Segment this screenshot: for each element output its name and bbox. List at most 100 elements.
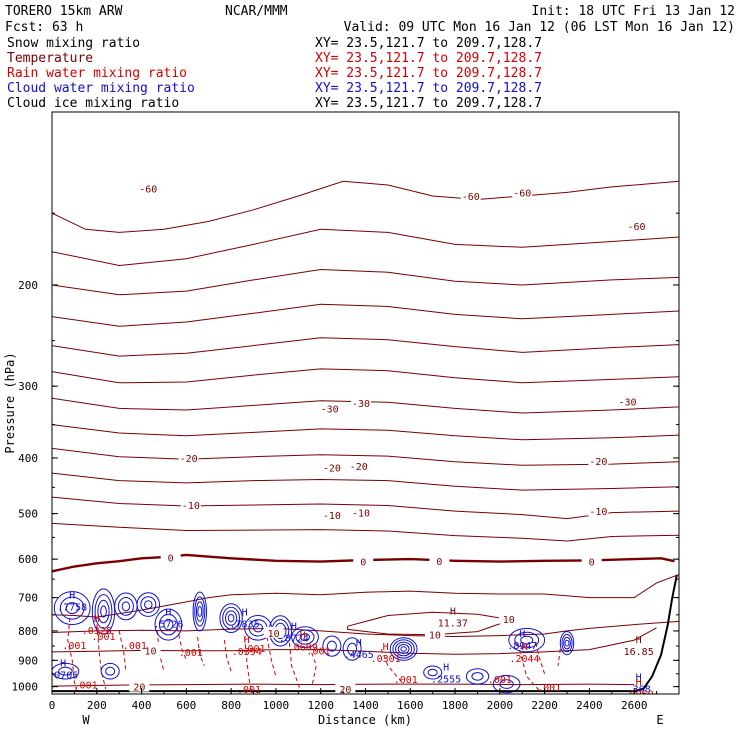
x-tick-label-4: 800 [221, 699, 241, 712]
xs-line-cloud-water: XY= 23.5,121.7 to 209.7,128.7 [315, 81, 542, 96]
cloud-water-contour-1-2 [97, 599, 110, 624]
extremum-value-15: .0394 [232, 647, 262, 658]
cloud-water-contour-1-0 [91, 588, 116, 635]
cloud-water-contour-16-2 [520, 635, 534, 645]
east-label: E [656, 713, 663, 727]
rain-contour-1 [96, 624, 107, 690]
extremum-marker-16: H [94, 614, 100, 625]
isotherm-7 [52, 424, 679, 441]
isotherm-11 [52, 522, 679, 542]
extremum-marker-1: H [636, 635, 642, 646]
isotherm-label-bg-24 [335, 683, 356, 694]
cloud-water-contour-12-4 [400, 646, 407, 652]
isotherm-label-5: -30 [352, 399, 370, 410]
extremum-value-16: .0326 [82, 626, 112, 637]
isotherm-label-1: -60 [462, 192, 480, 203]
isotherm-2 [52, 268, 679, 296]
isotherm-10 [52, 496, 679, 520]
rain-label-10: .001 [488, 675, 512, 686]
extremum-value-8: .2555 [431, 674, 461, 685]
isotherm-label-24: 20 [339, 685, 351, 696]
isotherm-label-bg-14 [588, 505, 609, 517]
terrain-line [52, 575, 678, 693]
isotherm-17 [347, 611, 512, 636]
cloud-water-contour-0-2 [65, 602, 79, 615]
cloud-water-contour-3-1 [140, 596, 157, 613]
y-tick-label-3: 500 [18, 508, 38, 521]
cloud-water-contour-12-1 [392, 639, 415, 659]
isotherm-label-bg-1 [460, 189, 481, 201]
isotherm-label-18: 0 [589, 558, 595, 569]
isotherm-label-bg-12 [321, 509, 342, 521]
isotherm-label-bg-8 [348, 459, 369, 471]
cloud-water-contour-14-1 [471, 672, 484, 681]
x-tick-label-5: 1000 [263, 699, 290, 712]
cloud-water-contour-14-0 [465, 668, 490, 685]
extremum-value-7: .8947 [507, 641, 537, 652]
y-tick-label-2: 400 [18, 452, 38, 465]
isotherm-label-bg-21 [498, 612, 519, 624]
xs-line-rain: XY= 23.5,121.7 to 209.7,128.7 [315, 66, 542, 81]
y-tick-label-0: 200 [18, 279, 38, 292]
y-tick-label-8: 1000 [12, 681, 39, 694]
y-axis-label: Pressure (hPa) [3, 352, 17, 453]
extremum-marker-14: H [300, 631, 306, 642]
isotherm-label-bg-11 [180, 499, 201, 511]
cloud-water-contour-19-0 [100, 662, 120, 680]
isotherm-0 [52, 180, 679, 233]
isotherm-14 [52, 620, 679, 638]
x-tick-label-12: 2400 [576, 699, 603, 712]
rain-label-7: .001 [537, 683, 561, 694]
cloud-water-contour-16-0 [508, 627, 546, 653]
extremum-value-13: .0301 [371, 654, 401, 665]
x-tick-label-11: 2200 [531, 699, 558, 712]
isotherm-label-21: 10 [503, 615, 515, 626]
cloud-water-contour-0-1 [59, 596, 85, 620]
cloud-water-contour-12-3 [397, 644, 410, 654]
extremum-value-11: .0059 [624, 690, 654, 701]
cloud-water-contour-18-1 [58, 666, 73, 676]
x-tick-label-8: 1600 [397, 699, 424, 712]
xs-line-temperature: XY= 23.5,121.7 to 209.7,128.7 [315, 51, 542, 66]
cloud-water-contour-4-2 [163, 618, 174, 631]
cloud-water-contour-1-1 [94, 594, 113, 629]
cloud-water-contour-3-2 [144, 600, 153, 609]
isotherm-label-9: -20 [589, 457, 607, 468]
legend-snow: Snow mixing ratio [7, 36, 140, 51]
isotherm-label-17: 0 [436, 557, 442, 568]
x-tick-label-3: 600 [176, 699, 196, 712]
isotherm-label-10: -20 [180, 454, 198, 465]
isotherm-label-14: -10 [589, 507, 607, 518]
isotherm-9 [52, 472, 679, 491]
isotherm-label-8: -20 [350, 462, 368, 473]
cloud-water-contour-15-0 [492, 674, 521, 694]
isotherm-1 [52, 228, 679, 267]
cloud-water-contour-7-2 [253, 623, 263, 633]
isotherm-label-13: -10 [352, 509, 370, 520]
init-time: Init: 18 UTC Fri 13 Jan 12 [532, 4, 736, 19]
rain-contour-5 [197, 637, 205, 666]
rain-contour-11 [380, 648, 402, 682]
rain-contour-14 [557, 648, 561, 666]
cloud-water-contour-11-0 [342, 637, 362, 661]
x-tick-label-0: 0 [49, 699, 56, 712]
cloud-water-contour-17-3 [564, 639, 570, 647]
cloud-water-contour-9-0 [291, 626, 319, 648]
isotherm-5 [52, 368, 679, 384]
isotherm-label-bg-4 [319, 402, 340, 414]
cloud-water-contour-10-1 [326, 640, 337, 652]
isotherm-8 [52, 447, 679, 466]
extremum-marker-5: H [291, 622, 297, 633]
cloud-water-contour-1-3 [100, 605, 107, 618]
forecast-hour: Fcst: 63 h [5, 20, 83, 35]
x-tick-label-1: 200 [87, 699, 107, 712]
cloud-water-contour-19-1 [105, 666, 116, 676]
isotherm-label-15: 0 [168, 553, 174, 564]
valid-time: Valid: 09 UTC Mon 16 Jan 12 (06 LST Mon … [344, 20, 735, 35]
x-tick-label-9: 1800 [442, 699, 469, 712]
axis-ticks: 0 200 400 600 800 1000 1200 1400 1600 1800 2000 220… [12, 212, 680, 712]
rain-contour-8 [266, 637, 277, 677]
cloud-water-contour-2-1 [117, 597, 134, 616]
isotherm-label-22: 10 [145, 647, 157, 658]
extremum-marker-9: H [60, 659, 66, 670]
